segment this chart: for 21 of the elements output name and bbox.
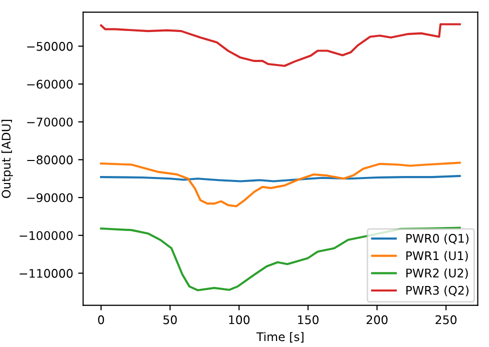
legend-label: PWR1 (U1) xyxy=(406,251,468,262)
x-tick-label: 250 xyxy=(436,315,456,324)
x-tick-label: 150 xyxy=(298,315,319,324)
legend-label: PWR3 (Q2) xyxy=(406,286,468,296)
y-tick-label: −110000 xyxy=(20,268,73,278)
x-axis-title: Time [s] xyxy=(256,332,304,343)
x-tick-label: 50 xyxy=(163,315,177,324)
legend-label: PWR2 (U2) xyxy=(406,268,468,279)
y-tick-label: −70000 xyxy=(27,118,73,127)
x-tick-label: 100 xyxy=(229,315,250,324)
y-tick-label: −90000 xyxy=(27,193,73,202)
line-series xyxy=(100,162,461,208)
y-tick-label: −100000 xyxy=(20,231,73,240)
y-axis-title: Output [ADU] xyxy=(1,120,13,198)
x-tick-label: 200 xyxy=(366,315,388,324)
y-tick-label: −50000 xyxy=(27,42,73,51)
line-series xyxy=(100,23,461,67)
legend-label: PWR0 (Q1) xyxy=(406,234,468,244)
y-tick-label: −60000 xyxy=(27,80,73,89)
y-tick-label: −80000 xyxy=(27,155,73,164)
x-tick-label: 0 xyxy=(98,315,104,324)
